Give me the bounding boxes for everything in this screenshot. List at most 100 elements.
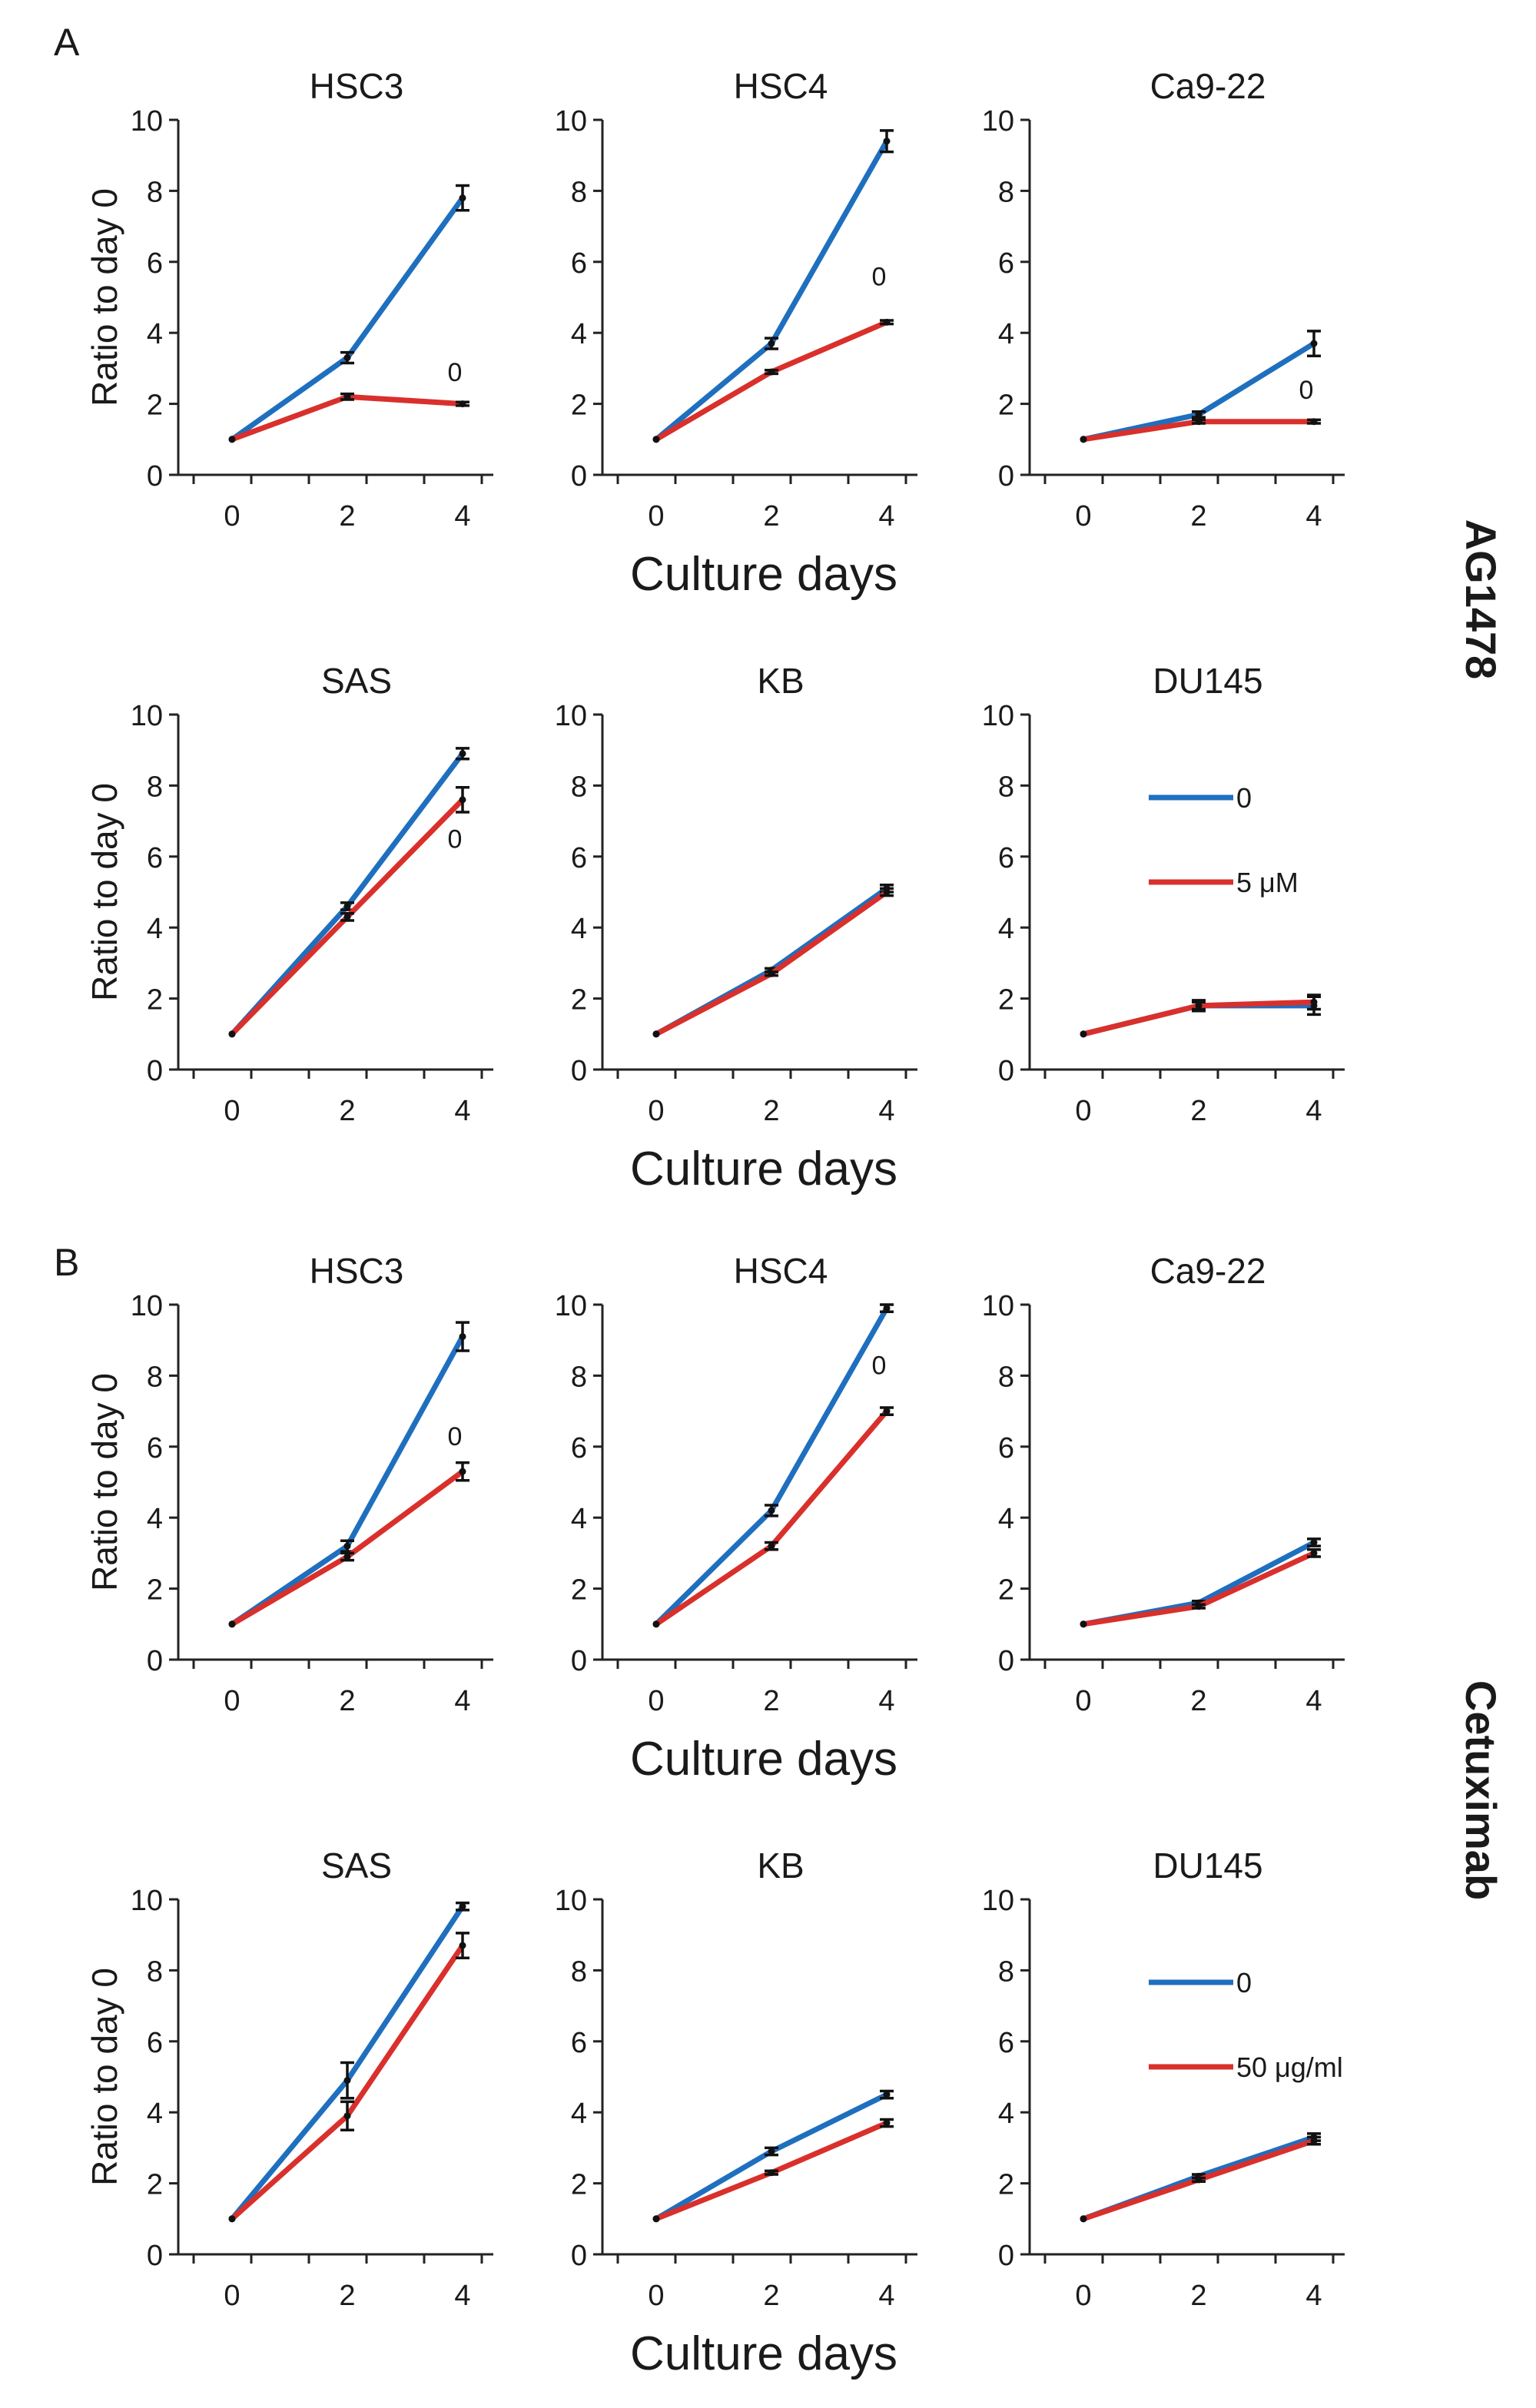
data-point	[768, 2169, 775, 2177]
data-point	[343, 1553, 351, 1561]
data-point	[343, 913, 351, 920]
y-tick-label: 6	[147, 842, 163, 874]
y-tick-label: 2	[571, 1574, 587, 1607]
data-point	[1310, 2137, 1318, 2144]
x-tick-label: 4	[878, 2280, 894, 2312]
data-point	[768, 970, 775, 977]
data-point	[883, 2119, 891, 2127]
significance-mark: 0	[1299, 376, 1314, 405]
y-tick-label: 8	[571, 1955, 587, 1988]
y-tick-label: 8	[147, 1955, 163, 1988]
treatment-label-cetuximab: Cetuximab	[1457, 1680, 1505, 1900]
data-point	[228, 436, 236, 443]
y-tick-label: 6	[571, 247, 587, 280]
data-point	[343, 354, 351, 362]
x-tick-label: 4	[1305, 500, 1322, 532]
data-point	[883, 888, 891, 896]
data-point	[768, 2148, 775, 2155]
y-tick-label: 10	[982, 105, 1014, 138]
data-point	[228, 1030, 236, 1038]
data-point	[1080, 1620, 1087, 1628]
y-tick-label: 6	[571, 1432, 587, 1464]
x-tick-label: 2	[1190, 1095, 1206, 1127]
y-tick-label: 4	[571, 318, 587, 350]
y-tick-label: 8	[998, 771, 1014, 803]
y-tick-label: 10	[982, 700, 1014, 732]
x-tick-label: 2	[339, 1095, 355, 1127]
data-point	[1310, 418, 1318, 426]
x-tick-label: 0	[648, 2280, 664, 2312]
chart-title: Ca9-22	[1150, 66, 1266, 106]
chart-ag1478-kb: KB 0 2 4 6 8 10 0 2 4 Culture days	[555, 661, 917, 1196]
data-point	[459, 1333, 466, 1341]
significance-mark: 0	[872, 262, 887, 291]
y-tick-label: 10	[982, 1885, 1014, 1917]
chart-ag1478-sas: SAS 0 2 4 6 8 10 0 2 4 Ratio to day 0 0	[85, 661, 493, 1127]
x-tick-label: 0	[1075, 1685, 1091, 1717]
y-tick-label: 10	[131, 700, 163, 732]
y-tick-label: 0	[147, 2240, 163, 2272]
x-tick-label: 4	[454, 1095, 470, 1127]
y-tick-label: 2	[147, 984, 163, 1017]
chart-title: HSC3	[310, 1251, 404, 1291]
chart-title: KB	[757, 661, 804, 701]
chart-title: Ca9-22	[1150, 1251, 1266, 1291]
y-tick-label: 4	[147, 913, 163, 945]
x-tick-label: 4	[878, 500, 894, 532]
x-tick-label: 4	[454, 1685, 470, 1717]
y-tick-label: 6	[998, 1432, 1014, 1464]
data-point	[459, 400, 466, 408]
y-tick-label: 6	[147, 2027, 163, 2059]
series-line-control	[654, 1306, 890, 1627]
data-point	[883, 2091, 891, 2098]
significance-mark: 0	[448, 1422, 463, 1451]
x-tick-label: 0	[1075, 500, 1091, 532]
x-tick-label: 0	[1075, 1095, 1091, 1127]
data-point	[459, 194, 466, 202]
y-tick-label: 2	[998, 2169, 1014, 2201]
y-tick-label: 0	[998, 460, 1014, 493]
chart-ag1478-ca922: Ca9-22 0 2 4 6 8 10 0 2 4 0	[982, 66, 1345, 532]
y-tick-label: 2	[998, 984, 1014, 1017]
significance-mark: 0	[872, 1352, 887, 1381]
x-tick-label: 2	[1190, 2280, 1206, 2312]
y-tick-label: 0	[998, 1055, 1014, 1087]
y-tick-label: 0	[998, 2240, 1014, 2272]
chart-cetuximab-sas: SAS 0 2 4 6 8 10 0 2 4 Ratio to day 0	[85, 1846, 493, 2312]
significance-mark: 0	[448, 358, 463, 387]
chart-title: KB	[757, 1846, 804, 1886]
series-line-treated	[1083, 1551, 1315, 1627]
y-tick-label: 6	[571, 842, 587, 874]
data-point	[343, 1542, 351, 1550]
data-point	[768, 340, 775, 347]
x-tick-label: 2	[339, 1685, 355, 1717]
data-point	[343, 393, 351, 400]
y-tick-label: 8	[998, 176, 1014, 208]
chart-title: DU145	[1153, 661, 1262, 701]
x-tick-label: 4	[454, 500, 470, 532]
data-point	[768, 1507, 775, 1514]
data-point	[459, 1942, 466, 1949]
chart-ag1478-du145: DU145 0 2 4 6 8 10 0 2 4 0 5 μM	[982, 661, 1345, 1127]
data-point	[883, 138, 891, 145]
y-tick-label: 0	[147, 1055, 163, 1087]
x-tick-label: 0	[224, 2280, 240, 2312]
y-tick-label: 0	[571, 1055, 587, 1087]
series-line-control	[1083, 1540, 1315, 1627]
y-tick-label: 2	[571, 390, 587, 422]
y-axis-label: Ratio to day 0	[85, 1373, 124, 1591]
y-tick-label: 2	[147, 2169, 163, 2201]
data-point	[1310, 1539, 1318, 1547]
data-point	[652, 1620, 660, 1628]
x-tick-label: 0	[648, 1685, 664, 1717]
y-tick-label: 2	[147, 390, 163, 422]
data-point	[459, 796, 466, 804]
significance-mark: 0	[448, 825, 463, 854]
x-tick-label: 4	[878, 1095, 894, 1127]
y-tick-label: 2	[998, 1574, 1014, 1607]
y-tick-label: 4	[571, 1503, 587, 1535]
data-point	[1195, 1002, 1203, 1010]
chart-title: HSC4	[734, 66, 828, 106]
data-point	[883, 318, 891, 326]
x-tick-label: 2	[763, 500, 779, 532]
